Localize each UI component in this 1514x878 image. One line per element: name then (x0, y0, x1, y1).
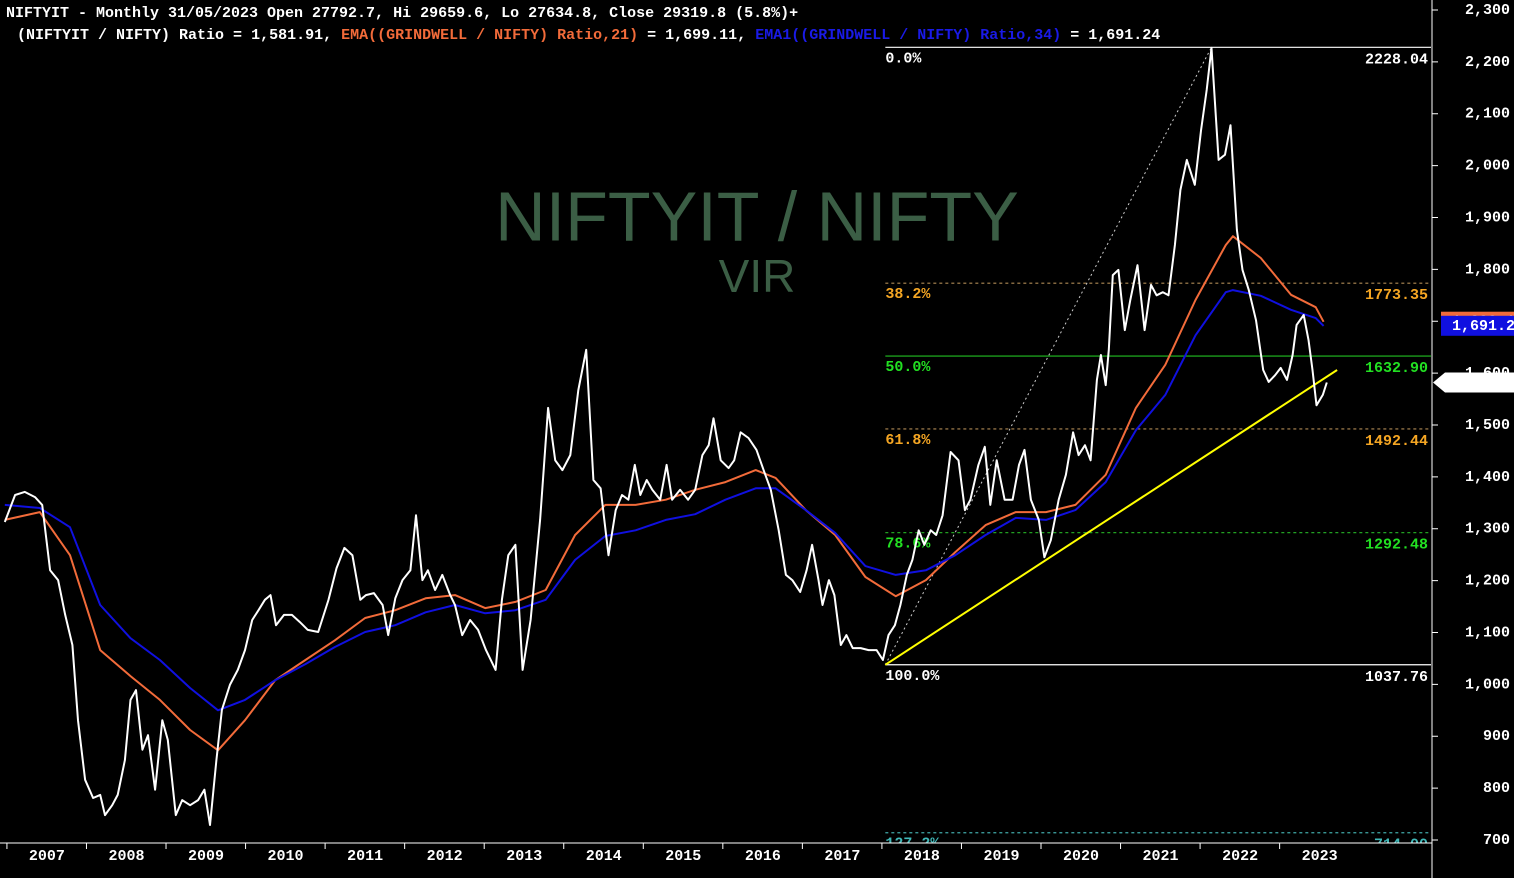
fib-level-value: 1292.48 (1365, 537, 1428, 554)
fib-level-label: 100.0% (885, 668, 940, 685)
x-tick-label: 2013 (506, 848, 542, 865)
x-tick-label: 2022 (1222, 848, 1258, 865)
fib-level-label: 61.8% (885, 432, 931, 449)
x-tick-label: 2020 (1063, 848, 1099, 865)
y-tick-label: 1,000 (1465, 676, 1510, 693)
y-tick-label: 800 (1483, 780, 1510, 797)
y-tick-label: 2,000 (1465, 158, 1510, 175)
y-tick-label: 1,400 (1465, 469, 1510, 486)
fib-level-label: 0.0% (885, 50, 922, 67)
x-tick-label: 2015 (665, 848, 701, 865)
watermark-sub: VIR (719, 250, 796, 302)
y-tick-label: 700 (1483, 832, 1510, 849)
x-tick-label: 2021 (1143, 848, 1179, 865)
legend-value: 1,691.24 (1088, 27, 1160, 44)
fib-level-label: 38.2% (885, 286, 931, 303)
y-tick-label: 1,100 (1465, 624, 1510, 641)
legend-name: (NIFTYIT / NIFTY) Ratio (17, 27, 224, 44)
x-tick-label: 2007 (29, 848, 65, 865)
legend-value: 1,699.11 (665, 27, 737, 44)
price-badge-label: 1,691.24 (1452, 318, 1514, 335)
x-tick-label: 2011 (347, 848, 383, 865)
legend: (NIFTYIT / NIFTY) Ratio = 1,581.91, EMA(… (17, 27, 1160, 44)
fib-level-value: 1632.90 (1365, 360, 1428, 377)
series-line (4, 235, 1325, 752)
y-tick-label: 900 (1483, 728, 1510, 745)
y-tick-label: 1,300 (1465, 521, 1510, 538)
y-tick-label: 2,100 (1465, 106, 1510, 123)
legend-name: EMA((GRINDWELL / NIFTY) Ratio,21) (341, 27, 638, 44)
y-tick-label: 1,900 (1465, 209, 1510, 226)
legend-sep: = (638, 27, 665, 44)
legend-sep: = (1061, 27, 1088, 44)
x-tick-label: 2017 (824, 848, 860, 865)
y-tick-label: 2,300 (1465, 2, 1510, 19)
y-tick-label: 1,200 (1465, 573, 1510, 590)
legend-name: EMA1((GRINDWELL / NIFTY) Ratio,34) (755, 27, 1061, 44)
y-tick-label: 1,500 (1465, 417, 1510, 434)
x-tick-label: 2010 (268, 848, 304, 865)
price-badge-label: 1,581.91 (1448, 374, 1514, 391)
x-tick-label: 2018 (904, 848, 940, 865)
x-tick-label: 2008 (108, 848, 144, 865)
fib-level-value: 2228.04 (1365, 51, 1428, 68)
retracement-line (884, 47, 1212, 666)
x-tick-label: 2016 (745, 848, 781, 865)
legend-value: 1,581.91 (251, 27, 323, 44)
series-line (3, 46, 1328, 826)
series-line (4, 289, 1325, 712)
y-tick-label: 1,800 (1465, 261, 1510, 278)
fib-level-value: 714.00 (1374, 837, 1428, 854)
price-badge (1433, 372, 1514, 393)
x-tick-label: 2009 (188, 848, 224, 865)
fib-level-value: 1492.44 (1365, 433, 1428, 450)
legend-sep: , (323, 27, 341, 44)
chart-title: NIFTYIT - Monthly 31/05/2023 Open 27792.… (6, 5, 798, 22)
plot-area: 0.0% 2228.04 38.2% 1773.35 50.0% 1632.90 61.8%… (3, 46, 1431, 854)
fib-level-value: 1037.76 (1365, 669, 1428, 686)
legend-sep: , (737, 27, 755, 44)
y-tick-label: 2,200 (1465, 54, 1510, 71)
trendline (884, 369, 1338, 666)
x-tick-label: 2014 (586, 848, 622, 865)
x-tick-label: 2023 (1302, 848, 1338, 865)
x-tick-label: 2012 (427, 848, 463, 865)
legend-sep: = (224, 27, 251, 44)
fib-level-label: 127.2% (885, 836, 940, 853)
x-tick-label: 2019 (983, 848, 1019, 865)
fib-level-label: 50.0% (885, 359, 931, 376)
fib-level-label: 78.6% (885, 536, 931, 553)
price-badge (1441, 315, 1514, 336)
watermark: NIFTYIT / NIFTY (495, 177, 1019, 255)
fib-level-value: 1773.35 (1365, 287, 1428, 304)
